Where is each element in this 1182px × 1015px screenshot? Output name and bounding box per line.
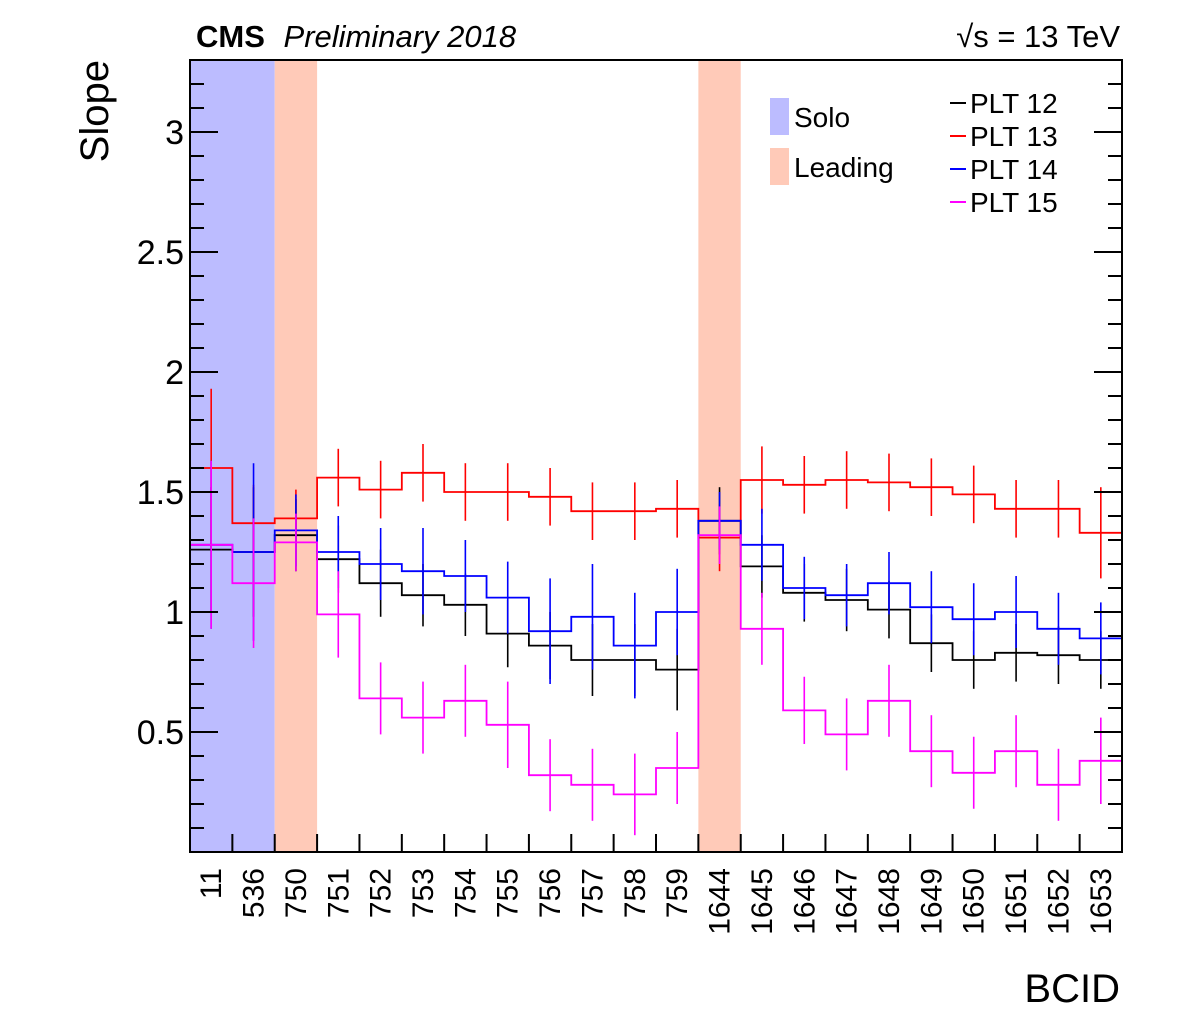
x-tick-label: 755 xyxy=(492,868,525,918)
legend-label: PLT 12 xyxy=(970,88,1058,119)
energy-label: √s = 13 TeV xyxy=(956,19,1120,54)
x-tick-label: 752 xyxy=(365,868,398,918)
x-tick-label: 758 xyxy=(619,868,652,918)
y-tick-label: 1 xyxy=(165,594,184,632)
x-tick-label: 1645 xyxy=(746,868,779,935)
band-leading-2 xyxy=(698,60,741,852)
legend-swatch xyxy=(770,98,789,135)
y-tick-label: 3 xyxy=(165,114,184,152)
y-tick-label: 2.5 xyxy=(137,234,184,272)
legend-label: PLT 15 xyxy=(970,187,1058,218)
legend-label: PLT 13 xyxy=(970,121,1058,152)
x-tick-label: 1648 xyxy=(873,868,906,935)
x-tick-label: 753 xyxy=(407,868,440,918)
x-tick-label: 756 xyxy=(534,868,567,918)
series-line-plt-14 xyxy=(190,519,1122,647)
y-axis-title: Slope xyxy=(73,60,117,162)
x-tick-label: 757 xyxy=(576,868,609,918)
band-leading-1 xyxy=(274,60,318,852)
x-tick-label: 759 xyxy=(661,868,694,918)
series-layer xyxy=(190,388,1122,836)
x-tick-label: 1653 xyxy=(1085,868,1118,935)
series-line-plt-15 xyxy=(190,534,1122,796)
x-tick-label: 1650 xyxy=(958,868,991,935)
status-label: Preliminary 2018 xyxy=(284,19,517,54)
x-tick-label: 750 xyxy=(280,868,313,918)
x-tick-label: 1644 xyxy=(704,868,737,935)
series-line-plt-12 xyxy=(190,519,1122,671)
x-tick-label: 754 xyxy=(449,868,482,918)
energy-sqrt: √s xyxy=(956,19,989,54)
x-tick-label: 1651 xyxy=(1000,868,1033,935)
legend-swatch xyxy=(770,148,789,185)
legend-label: PLT 14 xyxy=(970,154,1058,185)
y-tick-label: 2 xyxy=(165,354,184,392)
band-solo-0 xyxy=(190,60,275,852)
series-line-plt-13 xyxy=(190,467,1122,539)
legend-label: Solo xyxy=(794,102,850,133)
x-tick-label: 536 xyxy=(238,868,271,918)
bands-layer xyxy=(190,60,741,852)
x-tick-label: 1647 xyxy=(831,868,864,935)
axes-layer: 0.5 1 1.5 2 2.5 3 11 536 750 751 752 753 754 755 756 75… xyxy=(137,59,1123,935)
header-title: CMS Preliminary 2018 xyxy=(196,19,517,54)
x-tick-label: 11 xyxy=(195,868,228,899)
experiment-label: CMS xyxy=(196,19,265,54)
x-tick-label: 1652 xyxy=(1042,868,1075,935)
y-tick-label: 0.5 xyxy=(137,714,184,752)
x-tick-label: 1649 xyxy=(915,868,948,935)
x-tick-label: 751 xyxy=(322,868,355,918)
legend-label: Leading xyxy=(794,152,894,183)
energy-value: = 13 TeV xyxy=(989,19,1121,54)
x-axis-title: BCID xyxy=(1024,967,1120,1011)
y-tick-label: 1.5 xyxy=(137,474,184,512)
x-tick-label: 1646 xyxy=(788,868,821,935)
